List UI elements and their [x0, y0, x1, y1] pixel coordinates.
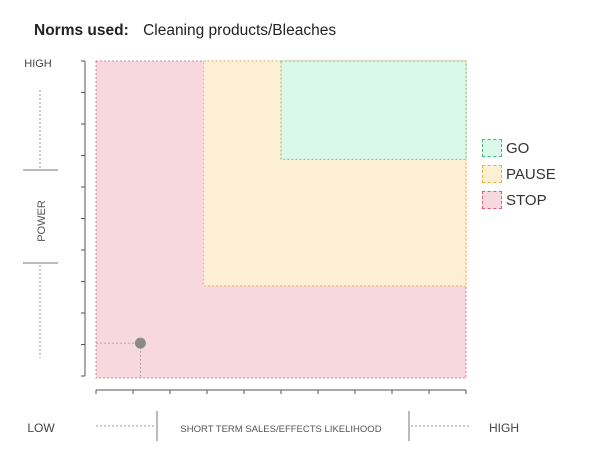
- legend-item-stop: STOP: [482, 187, 556, 213]
- norms-value: Cleaning products/Bleaches: [143, 22, 337, 39]
- legend-item-go: GO: [482, 135, 556, 161]
- zone-go: [280, 60, 467, 160]
- y-high-label: HIGH: [24, 58, 52, 70]
- chart-legend: GO PAUSE STOP: [482, 135, 556, 213]
- legend-label: STOP: [506, 191, 547, 209]
- legend-label: GO: [506, 139, 530, 157]
- data-point: [134, 337, 146, 349]
- norms-header: Norms used: Cleaning products/Bleaches: [34, 22, 336, 40]
- x-axis-title: SHORT TERM SALES/EFFECTS LIKELIHOOD: [180, 424, 381, 435]
- legend-swatch: [482, 191, 502, 209]
- y-axis-title: POWER: [36, 200, 48, 242]
- legend-swatch: [482, 139, 502, 157]
- legend-swatch: [482, 165, 502, 183]
- x-high-label: HIGH: [489, 421, 519, 435]
- legend-label: PAUSE: [506, 165, 556, 183]
- x-low-label: LOW: [27, 421, 55, 435]
- legend-item-pause: PAUSE: [482, 161, 556, 187]
- norms-label: Norms used:: [34, 22, 129, 39]
